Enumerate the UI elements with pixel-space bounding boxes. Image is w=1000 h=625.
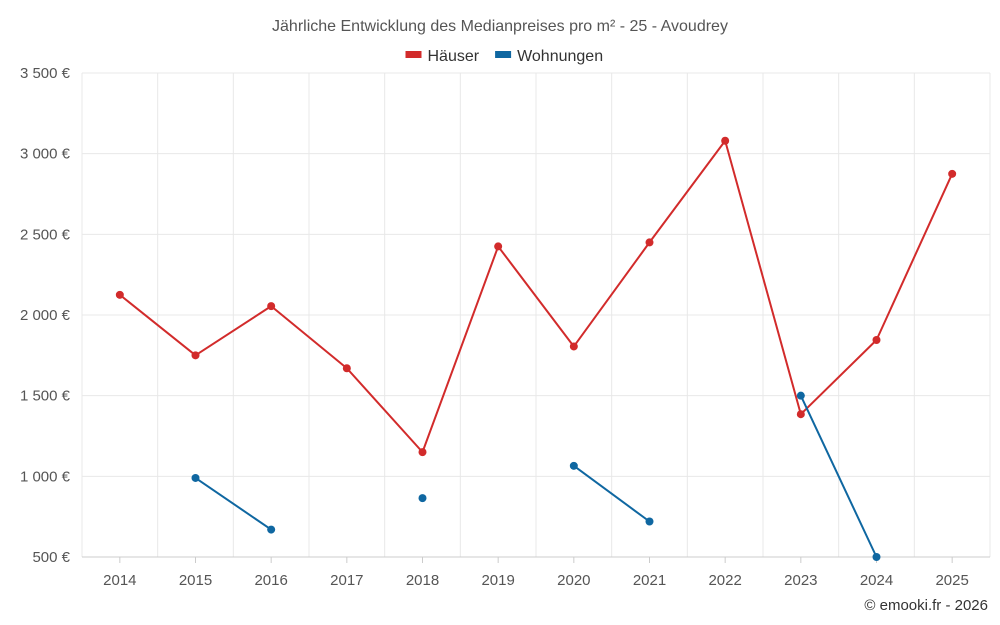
data-point[interactable]: [342, 364, 351, 373]
x-tick-label: 2016: [254, 572, 287, 589]
y-tick-label: 1 000 €: [20, 468, 71, 485]
chart-title: Jährliche Entwicklung des Medianpreises …: [272, 18, 728, 35]
data-point[interactable]: [191, 351, 200, 360]
series-line-segment: [345, 367, 424, 454]
grid: [81, 72, 991, 558]
legend-label: Häuser: [428, 48, 480, 65]
data-point[interactable]: [418, 494, 427, 503]
x-tick-label: 2023: [784, 572, 817, 589]
data-point[interactable]: [948, 169, 957, 178]
series-line-segment: [270, 305, 348, 370]
legend-item-Wohnungen[interactable]: Wohnungen: [495, 48, 603, 65]
legend-label: Wohnungen: [517, 48, 603, 65]
x-tick-label: 2017: [330, 572, 363, 589]
axes: 500 € 1 000 € 1 500 € 2 000 € 2 500 € 3 000 €…: [20, 65, 990, 589]
series-Wohnungen: [191, 391, 881, 561]
data-point[interactable]: [418, 448, 427, 457]
data-point[interactable]: [115, 290, 124, 299]
y-tick-label: 500 €: [32, 549, 70, 566]
x-tick-label: 2019: [481, 572, 514, 589]
series-line-segment: [572, 464, 651, 523]
series-line-segment: [648, 139, 727, 244]
legend-swatch: [405, 51, 422, 58]
data-point[interactable]: [796, 391, 805, 400]
y-tick-label: 1 500 €: [20, 388, 71, 405]
series-line-segment: [194, 305, 273, 357]
y-tick-label: 2 000 €: [20, 307, 71, 324]
data-point[interactable]: [645, 517, 654, 526]
data-point[interactable]: [872, 553, 881, 561]
x-tick-label: 2014: [103, 572, 136, 589]
data-point[interactable]: [267, 302, 276, 311]
legend-item-Häuser[interactable]: Häuser: [405, 48, 480, 65]
series-line-segment: [421, 245, 500, 454]
copyright-credit: © emooki.fr - 2026: [864, 597, 988, 614]
data-point[interactable]: [569, 461, 578, 470]
x-tick-label: 2025: [935, 572, 968, 589]
data-point[interactable]: [569, 342, 578, 351]
data-point[interactable]: [721, 136, 730, 145]
x-tick-label: 2015: [179, 572, 212, 589]
y-tick-label: 2 500 €: [20, 226, 71, 243]
series-line-segment: [799, 339, 878, 416]
data-point[interactable]: [191, 473, 200, 482]
data-point[interactable]: [267, 525, 276, 534]
series-line-segment: [497, 245, 575, 348]
series-line-segment: [799, 394, 878, 558]
data-point[interactable]: [872, 336, 881, 345]
y-tick-label: 3 000 €: [20, 146, 71, 163]
series-line-segment: [572, 241, 651, 348]
legend-swatch: [495, 51, 512, 58]
data-point[interactable]: [494, 242, 503, 251]
data-point[interactable]: [645, 238, 654, 247]
series-line-segment: [118, 293, 197, 357]
x-tick-label: 2022: [708, 572, 741, 589]
y-tick-label: 3 500 €: [20, 65, 71, 82]
series-line-segment: [875, 172, 954, 342]
x-tick-label: 2021: [633, 572, 666, 589]
x-tick-label: 2018: [406, 572, 439, 589]
series-layer: [115, 136, 957, 561]
data-point[interactable]: [796, 410, 805, 419]
x-tick-label: 2024: [860, 572, 893, 589]
series-line-segment: [194, 476, 273, 531]
series-Häuser: [115, 136, 957, 457]
x-tick-label: 2020: [557, 572, 590, 589]
series-line-segment: [724, 139, 802, 416]
legend: Häuser Wohnungen: [405, 48, 603, 65]
